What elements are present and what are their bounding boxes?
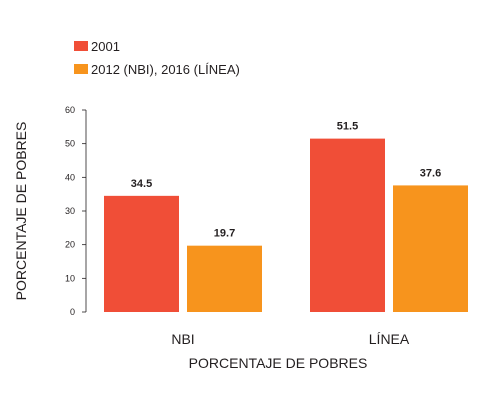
category-label: NBI (171, 331, 194, 347)
bar (393, 185, 468, 312)
bar-value-label: 37.6 (420, 167, 441, 179)
bar (310, 138, 385, 312)
category-labels: NBI LÍNEA (171, 331, 410, 347)
bar (104, 195, 179, 312)
legend-label: 2001 (91, 39, 120, 54)
y-tick-label: 50 (65, 139, 75, 149)
data-labels: 34.5 19.7 51.5 37.6 (131, 121, 441, 240)
x-axis-title: PORCENTAJE DE POBRES (189, 355, 368, 371)
y-tick-label: 20 (65, 240, 75, 250)
bar (187, 245, 262, 312)
bar-value-label: 19.7 (214, 228, 235, 240)
legend: 2001 2012 (NBI), 2016 (LÍNEA) (74, 39, 240, 77)
y-tick-label: 30 (65, 206, 75, 216)
bars (104, 138, 468, 312)
y-tick-label: 0 (70, 307, 75, 317)
legend-label: 2012 (NBI), 2016 (LÍNEA) (91, 62, 240, 77)
category-label: LÍNEA (369, 331, 410, 347)
y-tick-label: 60 (65, 105, 75, 115)
y-tick-labels: 0 10 20 30 40 50 60 (65, 105, 86, 317)
bar-value-label: 34.5 (131, 178, 152, 190)
legend-swatch (74, 41, 88, 51)
bar-value-label: 51.5 (337, 121, 358, 133)
y-axis-title: PORCENTAJE DE POBRES (13, 122, 29, 301)
y-tick-label: 10 (65, 273, 75, 283)
y-tick-label: 40 (65, 172, 75, 182)
legend-swatch (74, 64, 88, 74)
